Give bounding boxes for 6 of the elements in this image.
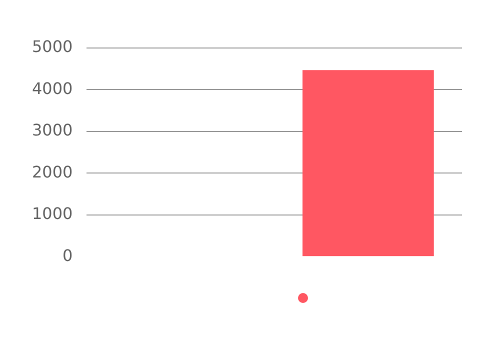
- y-tick-label: 4000: [32, 78, 73, 98]
- y-tick-label: 1000: [32, 204, 73, 224]
- y-tick-label: 2000: [32, 162, 73, 182]
- y-tick-label: 5000: [32, 37, 73, 56]
- y-tick-label: 0: [62, 246, 73, 265]
- y-tick-label: 3000: [32, 120, 73, 140]
